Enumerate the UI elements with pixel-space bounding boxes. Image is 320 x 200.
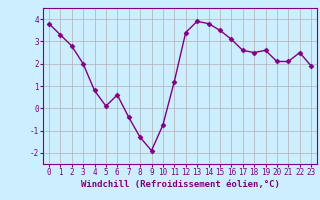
X-axis label: Windchill (Refroidissement éolien,°C): Windchill (Refroidissement éolien,°C) xyxy=(81,180,279,189)
